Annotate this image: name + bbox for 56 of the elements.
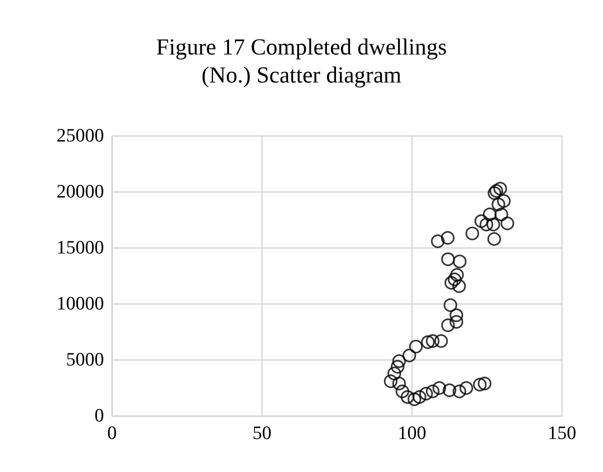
point bbox=[440, 231, 454, 245]
point bbox=[409, 340, 423, 354]
point bbox=[450, 268, 464, 282]
point bbox=[452, 279, 466, 293]
point bbox=[478, 376, 492, 390]
y-tick-label: 10000 bbox=[56, 294, 104, 314]
x-tick-label: 150 bbox=[548, 423, 576, 444]
point bbox=[480, 218, 494, 232]
y-tick-label: 25000 bbox=[56, 126, 104, 146]
point bbox=[412, 390, 426, 404]
point bbox=[431, 234, 445, 248]
y-tick-label: 5000 bbox=[66, 350, 104, 370]
point bbox=[384, 374, 398, 388]
point bbox=[408, 392, 422, 406]
point bbox=[388, 366, 402, 380]
point bbox=[450, 308, 464, 322]
point bbox=[441, 252, 455, 266]
point bbox=[432, 381, 446, 395]
point bbox=[492, 198, 506, 212]
point bbox=[448, 272, 462, 286]
point bbox=[396, 384, 410, 398]
point bbox=[441, 318, 455, 332]
x-tick-label: 100 bbox=[398, 423, 426, 444]
point bbox=[392, 354, 406, 368]
point bbox=[400, 390, 414, 404]
point bbox=[486, 218, 500, 232]
point bbox=[452, 384, 466, 398]
point bbox=[474, 214, 488, 228]
point bbox=[460, 381, 474, 395]
point bbox=[421, 335, 435, 349]
y-tick-label: 20000 bbox=[56, 182, 104, 202]
point bbox=[493, 182, 507, 196]
point bbox=[426, 384, 440, 398]
point bbox=[434, 334, 448, 348]
point bbox=[442, 383, 456, 398]
point bbox=[482, 208, 496, 222]
x-tick-label: 0 bbox=[107, 423, 117, 444]
point bbox=[419, 386, 433, 400]
point bbox=[452, 254, 466, 268]
point bbox=[473, 378, 487, 392]
x-tick-label: 50 bbox=[252, 423, 272, 444]
point bbox=[390, 360, 404, 374]
point bbox=[426, 334, 440, 348]
point bbox=[444, 298, 458, 312]
point bbox=[392, 376, 406, 390]
point bbox=[444, 276, 458, 290]
point bbox=[402, 348, 416, 362]
point bbox=[466, 226, 480, 240]
point bbox=[497, 194, 511, 208]
y-tick-label: 15000 bbox=[56, 238, 104, 258]
point bbox=[500, 216, 514, 230]
point bbox=[487, 232, 501, 246]
y-tick-label: 0 bbox=[94, 406, 104, 426]
point bbox=[450, 315, 464, 329]
point bbox=[494, 208, 508, 222]
chart-title: Figure 17 Completed dwellings (No.) Scatter diagram bbox=[156, 34, 447, 88]
